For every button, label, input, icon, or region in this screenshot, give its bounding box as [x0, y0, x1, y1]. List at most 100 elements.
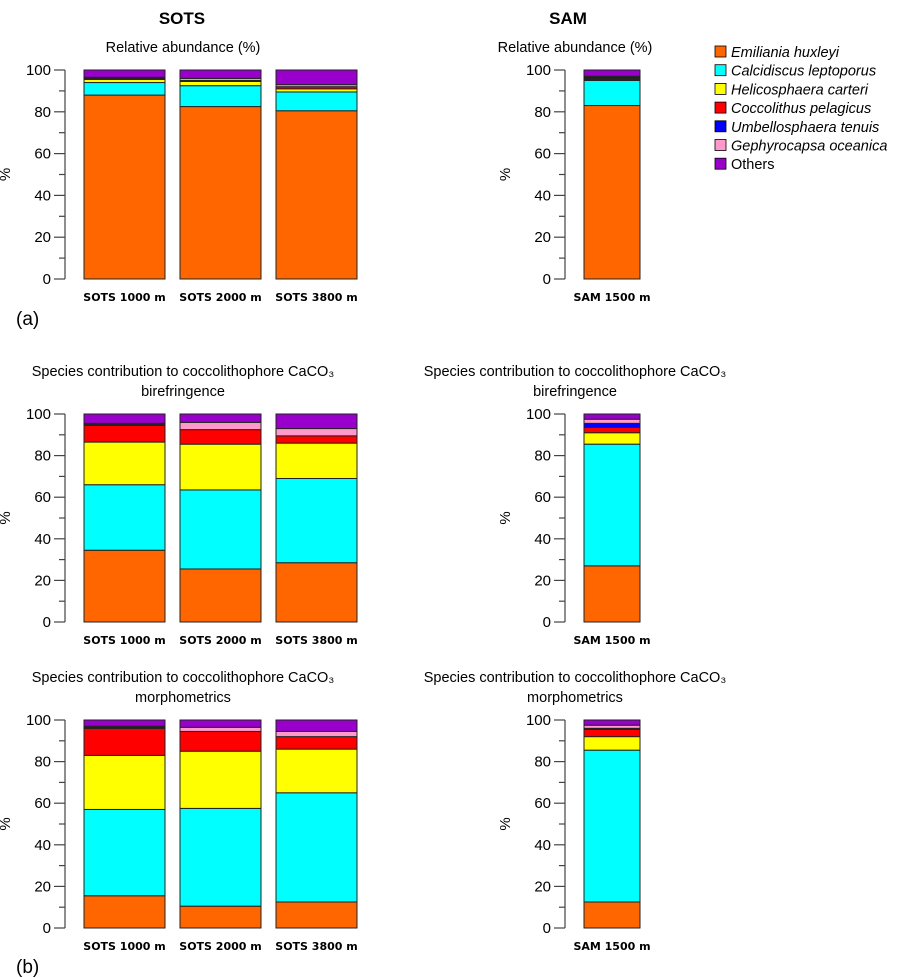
bar-segment-others	[83, 413, 166, 424]
bar-segment-gephyrocapsa-oceanica	[179, 726, 262, 732]
legend: Emiliania huxleyi Calcidiscus leptoporus H…	[714, 45, 887, 173]
legend-swatch	[714, 120, 727, 133]
y-tick-label: 0	[543, 920, 551, 937]
bar-segment-coccolithus-pelagicus	[275, 736, 358, 750]
legend-label: Emiliania huxleyi	[731, 45, 840, 61]
legend-swatch	[714, 101, 727, 114]
bar-segment-others	[275, 413, 358, 430]
bar-segment-calcidiscus-leptoporus	[83, 484, 166, 551]
x-category-label: SOTS 3800 m	[275, 291, 357, 304]
bar-segment-helicosphaera-carteri	[83, 754, 166, 810]
y-axis-label: %	[0, 511, 14, 524]
legend-label: Others	[731, 157, 775, 173]
x-category-label: SAM 1500 m	[573, 291, 650, 304]
chart-title: Species contribution to coccolithophore …	[424, 364, 727, 380]
chart-title: morphometrics	[527, 690, 623, 706]
bar-segment-gephyrocapsa-oceanica	[583, 418, 641, 424]
bar-segment-emiliania-huxleyi	[275, 110, 358, 280]
bar-segment-emiliania-huxleyi	[179, 568, 262, 623]
bar-segment-others	[83, 719, 166, 727]
bar-segment-calcidiscus-leptoporus	[583, 443, 641, 567]
bar-segment-emiliania-huxleyi	[275, 562, 358, 623]
y-tick-label: 0	[543, 271, 551, 288]
legend-label: Umbellosphaera tenuis	[731, 120, 879, 136]
bar-segment-emiliania-huxleyi	[583, 105, 641, 280]
y-tick-label: 40	[534, 837, 551, 854]
bar-segment-helicosphaera-carteri	[583, 432, 641, 445]
bar-segment-calcidiscus-leptoporus	[179, 489, 262, 570]
x-category-label: SOTS 1000 m	[83, 940, 165, 953]
bar-segment-calcidiscus-leptoporus	[179, 85, 262, 108]
bar-segment-helicosphaera-carteri	[83, 441, 166, 486]
x-category-label: SOTS 2000 m	[179, 291, 261, 304]
legend-swatch	[714, 157, 727, 170]
chart-title: morphometrics	[135, 690, 231, 706]
bar-segment-umbellosphaera-tenuis	[583, 422, 641, 429]
bar-segment-emiliania-huxleyi	[179, 106, 262, 280]
legend-swatch	[714, 45, 727, 58]
bar-segment-emiliania-huxleyi	[275, 901, 358, 929]
bar-segment-gephyrocapsa-oceanica	[275, 428, 358, 437]
y-axis-label: %	[0, 817, 14, 830]
bar-segment-coccolithus-pelagicus	[83, 727, 166, 756]
bar-segment-others	[275, 69, 358, 86]
chart-title: Species contribution to coccolithophore …	[32, 364, 335, 380]
chart-a-sots: Relative abundance (%)% 0 20 40 60 80 100 SOTS …	[0, 40, 358, 304]
y-tick-label: 0	[43, 271, 51, 288]
bar-segment-gephyrocapsa-oceanica	[275, 730, 358, 738]
bar-segment-emiliania-huxleyi	[83, 549, 166, 623]
y-tick-label: 80	[534, 754, 551, 771]
x-category-label: SOTS 3800 m	[275, 940, 357, 953]
bar-segment-helicosphaera-carteri	[179, 443, 262, 491]
bar-segment-coccolithus-pelagicus	[179, 429, 262, 445]
y-tick-label: 100	[526, 406, 551, 423]
y-axis-label: %	[497, 817, 514, 830]
y-axis-label: %	[497, 168, 514, 181]
y-tick-label: 100	[26, 62, 51, 79]
y-tick-label: 40	[34, 187, 51, 204]
x-category-label: SAM 1500 m	[573, 634, 650, 647]
y-tick-label: 80	[534, 448, 551, 465]
y-tick-label: 20	[534, 878, 551, 895]
y-tick-label: 20	[34, 572, 51, 589]
x-category-label: SOTS 1000 m	[83, 291, 165, 304]
bar-segment-helicosphaera-carteri	[179, 750, 262, 809]
heading-sam: SAM	[549, 9, 587, 28]
y-tick-label: 0	[543, 614, 551, 631]
y-tick-label: 100	[526, 62, 551, 79]
y-tick-label: 20	[534, 572, 551, 589]
legend-swatch	[714, 83, 727, 95]
bar-segment-coccolithus-pelagicus	[583, 427, 641, 434]
y-tick-label: 60	[34, 146, 51, 163]
x-category-label: SOTS 2000 m	[179, 940, 261, 953]
bar-segment-coccolithus-pelagicus	[83, 424, 166, 443]
bar-segment-emiliania-huxleyi	[83, 94, 166, 280]
bar-segment-others	[583, 69, 641, 77]
chart-b1-sam: Species contribution to coccolithophore …	[424, 364, 727, 647]
y-tick-label: 60	[34, 489, 51, 506]
bar-segment-others	[179, 413, 262, 423]
bar-segment-others	[179, 69, 262, 79]
bar-segment-calcidiscus-leptoporus	[275, 91, 358, 112]
bar-segment-calcidiscus-leptoporus	[275, 477, 358, 564]
chart-title: Relative abundance (%)	[498, 40, 653, 56]
chart-b1-sots: Species contribution to coccolithophore …	[0, 364, 358, 647]
bar-segment-others	[179, 719, 262, 728]
bar-segment-helicosphaera-carteri	[275, 748, 358, 794]
chart-title: Relative abundance (%)	[106, 40, 261, 56]
bar-segment-calcidiscus-leptoporus	[583, 79, 641, 107]
y-tick-label: 80	[34, 754, 51, 771]
y-axis-label: %	[0, 168, 14, 181]
x-category-label: SOTS 1000 m	[83, 634, 165, 647]
y-tick-label: 80	[534, 104, 551, 121]
bar-segment-others	[275, 719, 358, 732]
bar-segment-calcidiscus-leptoporus	[83, 808, 166, 897]
y-tick-label: 0	[43, 614, 51, 631]
y-tick-label: 100	[26, 406, 51, 423]
y-tick-label: 20	[34, 229, 51, 246]
bar-segment-calcidiscus-leptoporus	[275, 792, 358, 903]
bar-segment-helicosphaera-carteri	[583, 736, 641, 751]
chart-title: Species contribution to coccolithophore …	[32, 670, 335, 686]
x-category-label: SAM 1500 m	[573, 940, 650, 953]
